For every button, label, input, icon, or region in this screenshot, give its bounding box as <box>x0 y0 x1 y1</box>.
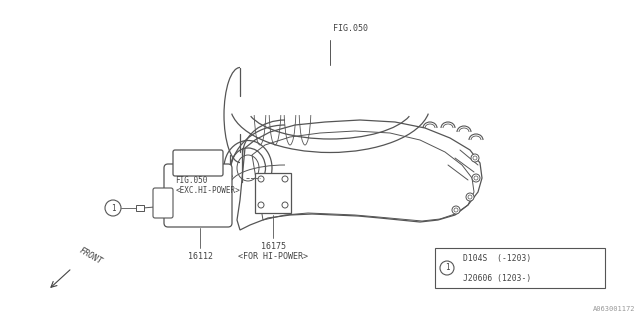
Circle shape <box>474 176 478 180</box>
Polygon shape <box>435 248 605 288</box>
Text: FIG.050: FIG.050 <box>333 24 367 33</box>
Text: 16175
<FOR HI-POWER>: 16175 <FOR HI-POWER> <box>238 242 308 261</box>
Circle shape <box>105 200 121 216</box>
Circle shape <box>473 156 477 160</box>
FancyBboxPatch shape <box>136 205 144 211</box>
Text: 16112: 16112 <box>188 252 212 261</box>
Ellipse shape <box>260 177 286 207</box>
Circle shape <box>454 208 458 212</box>
Text: FIG.050
<EXC.HI-POWER>: FIG.050 <EXC.HI-POWER> <box>175 176 240 196</box>
Polygon shape <box>255 173 291 213</box>
Circle shape <box>452 206 460 214</box>
Circle shape <box>468 195 472 199</box>
Text: 1: 1 <box>445 263 449 273</box>
Circle shape <box>258 176 264 182</box>
Text: 1: 1 <box>111 204 115 212</box>
Text: D104S  (-1203): D104S (-1203) <box>463 253 531 262</box>
Circle shape <box>282 176 288 182</box>
Circle shape <box>471 154 479 162</box>
Text: J20606 (1203-): J20606 (1203-) <box>463 274 531 283</box>
Circle shape <box>440 261 454 275</box>
Circle shape <box>282 202 288 208</box>
Circle shape <box>466 193 474 201</box>
Ellipse shape <box>182 186 214 224</box>
Ellipse shape <box>187 192 209 218</box>
Circle shape <box>258 202 264 208</box>
FancyBboxPatch shape <box>173 150 223 176</box>
FancyBboxPatch shape <box>153 188 173 218</box>
FancyBboxPatch shape <box>164 164 232 227</box>
Text: A063001172: A063001172 <box>593 306 635 312</box>
Circle shape <box>472 174 480 182</box>
Text: FRONT: FRONT <box>78 246 104 266</box>
